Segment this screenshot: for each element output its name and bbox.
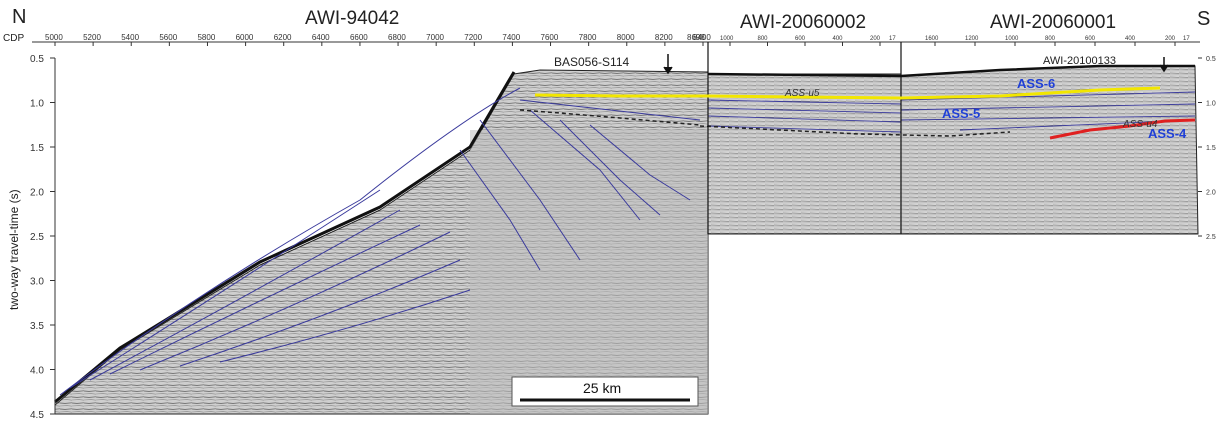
time-tick-label-right: 0.5 [1206, 56, 1216, 63]
seismic-panel-awi-94042: multiple [54, 69, 794, 415]
cdp-tick-label: 1600 [925, 36, 939, 42]
cdp-end-label: 17 [1183, 36, 1190, 42]
cdp-tick-label: 200 [870, 36, 881, 42]
cdp-tick-label: 8400 [693, 33, 711, 42]
cdp-tick-label: 800 [1045, 36, 1056, 42]
cdp-tick-label: 5600 [159, 33, 177, 42]
time-tick-label-right: 1.5 [1206, 145, 1216, 152]
site-bas056-arrow-icon [663, 54, 673, 75]
time-axis-right-ticks: 0.5 1.0 1.5 2.0 2.5 [1198, 56, 1216, 241]
cdp-tick-label: 6200 [274, 33, 292, 42]
unit-ass-6-label: ASS-6 [1017, 76, 1055, 91]
cdp-tick-label: 5800 [197, 33, 215, 42]
cdp-tick-label: 400 [1125, 36, 1136, 42]
cdp-tick-labels: 5000 5200 5400 5600 5800 6000 6200 6400 6600 6800… [45, 33, 1190, 46]
unit-ass-5-label: ASS-5 [942, 106, 980, 121]
cdp-tick-label: 6600 [350, 33, 368, 42]
time-tick-label-right: 1.0 [1206, 101, 1216, 108]
time-tick-label-right: 2.0 [1206, 190, 1216, 197]
profile-title-1: AWI-94042 [305, 8, 399, 29]
cdp-end-label: 17 [889, 36, 896, 42]
cdp-tick-label: 8000 [617, 33, 635, 42]
cdp-tick-label: 600 [1085, 36, 1096, 42]
cdp-tick-label: 400 [833, 36, 844, 42]
cdp-tick-label: 6800 [388, 33, 406, 42]
seismic-panel-awi-20060001 [900, 64, 1199, 235]
cdp-tick-label: 6400 [312, 33, 330, 42]
cdp-tick-label: 5200 [83, 33, 101, 42]
cdp-tick-label: 1000 [1005, 36, 1019, 42]
horizon-u5-label: ASS-u5 [784, 88, 820, 99]
cdp-tick-label: 7600 [541, 33, 559, 42]
cdp-tick-label: 8200 [655, 33, 673, 42]
time-tick-label: 1.0 [30, 99, 44, 110]
cdp-tick-label: 7400 [502, 33, 520, 42]
time-tick-label: 2.0 [30, 188, 44, 199]
site-awi20100133-arrow-icon [1159, 57, 1169, 73]
time-tick-label: 2.5 [30, 232, 44, 243]
horizon-u4-label: ASS-u4 [1122, 119, 1158, 130]
cdp-tick-label: 5000 [45, 33, 63, 42]
time-tick-label: 3.5 [30, 321, 44, 332]
time-axis-left-ticks: 0.5 1.0 1.5 2.0 2.5 3.0 3.5 4.0 4.5 [30, 54, 55, 421]
time-tick-label: 3.0 [30, 277, 44, 288]
cdp-tick-label: 6000 [236, 33, 254, 42]
time-tick-label: 0.5 [30, 54, 44, 65]
cdp-tick-label: 7800 [579, 33, 597, 42]
cdp-tick-label: 7000 [426, 33, 444, 42]
north-label: N [12, 6, 26, 28]
site-awi20100133-label: AWI-20100133 [1043, 55, 1116, 67]
cdp-tick-label: 5400 [121, 33, 139, 42]
cdp-tick-label: 1200 [965, 36, 979, 42]
south-label: S [1197, 8, 1210, 30]
cdp-tick-label: 1000 [720, 36, 734, 42]
cdp-label: CDP [3, 33, 24, 44]
time-tick-label: 1.5 [30, 143, 44, 154]
time-tick-label-right: 2.5 [1206, 234, 1216, 241]
cdp-tick-label: 7200 [464, 33, 482, 42]
cdp-end-label: 8698 [687, 33, 705, 42]
time-axis-label: two-way travel-time (s) [7, 189, 21, 310]
profile-title-2: AWI-20060002 [740, 12, 866, 33]
time-tick-label: 4.0 [30, 366, 44, 377]
site-bas056-label: BAS056-S114 [554, 55, 629, 69]
unit-ass-4-label: ASS-4 [1148, 126, 1187, 141]
cdp-tick-label: 800 [758, 36, 769, 42]
time-tick-label: 4.5 [30, 410, 44, 421]
cdp-tick-label: 200 [1165, 36, 1176, 42]
scale-bar-label: 25 km [583, 380, 621, 396]
horizon-ass-u4 [1049, 118, 1196, 140]
cdp-tick-label: 600 [795, 36, 806, 42]
profile-title-3: AWI-20060001 [990, 12, 1116, 33]
horizon-ass-u5 [534, 86, 1161, 100]
